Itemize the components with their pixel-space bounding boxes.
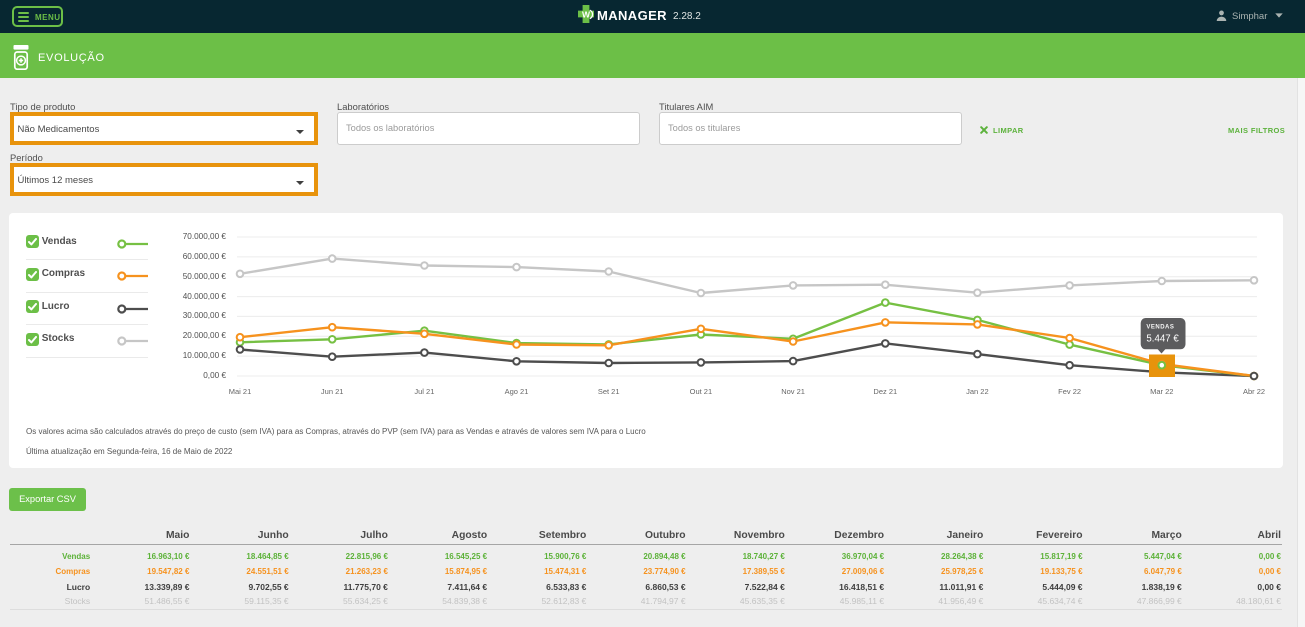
svg-text:5.447 €: 5.447 € [1146, 333, 1179, 344]
svg-text:VENDAS: VENDAS [1146, 325, 1174, 331]
svg-text:W: W [581, 10, 590, 20]
